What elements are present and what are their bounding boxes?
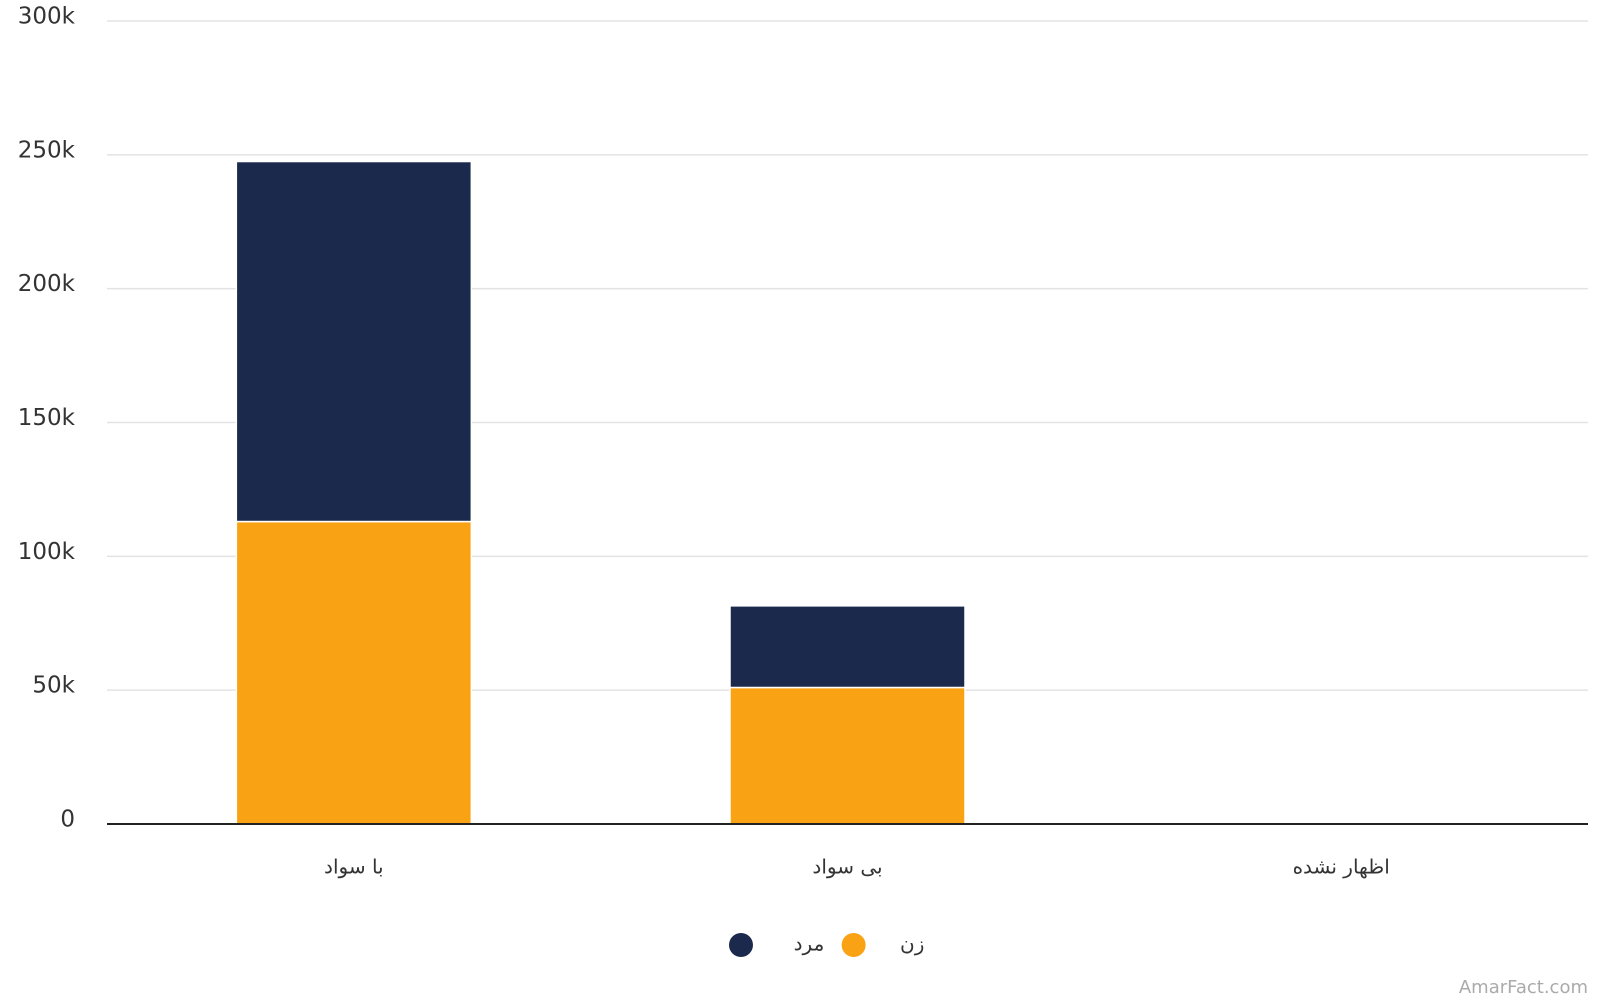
legend-marker (841, 933, 866, 957)
y-tick-label: 50k (32, 673, 75, 699)
y-tick-label: 150k (18, 405, 76, 431)
y-tick-label: 100k (18, 539, 76, 565)
legend-marker (728, 933, 753, 957)
x-tick-label: اظهار نشده (1293, 855, 1390, 879)
x-tick-label: بی سواد (812, 855, 882, 879)
y-tick-label: 250k (18, 137, 76, 163)
y-tick-label: 300k (18, 4, 76, 30)
bar-segment (729, 686, 966, 825)
legend-label: زن (900, 932, 924, 956)
legend-label: مرد (794, 932, 825, 956)
bar-segment (235, 520, 473, 825)
y-tick-label: 200k (18, 271, 76, 297)
x-tick-label: با سواد (324, 855, 384, 879)
bar-segment (235, 160, 473, 523)
y-tick-label: 0 (60, 807, 75, 833)
bar-segment (729, 605, 966, 689)
watermark: AmarFact.com (1459, 977, 1588, 998)
